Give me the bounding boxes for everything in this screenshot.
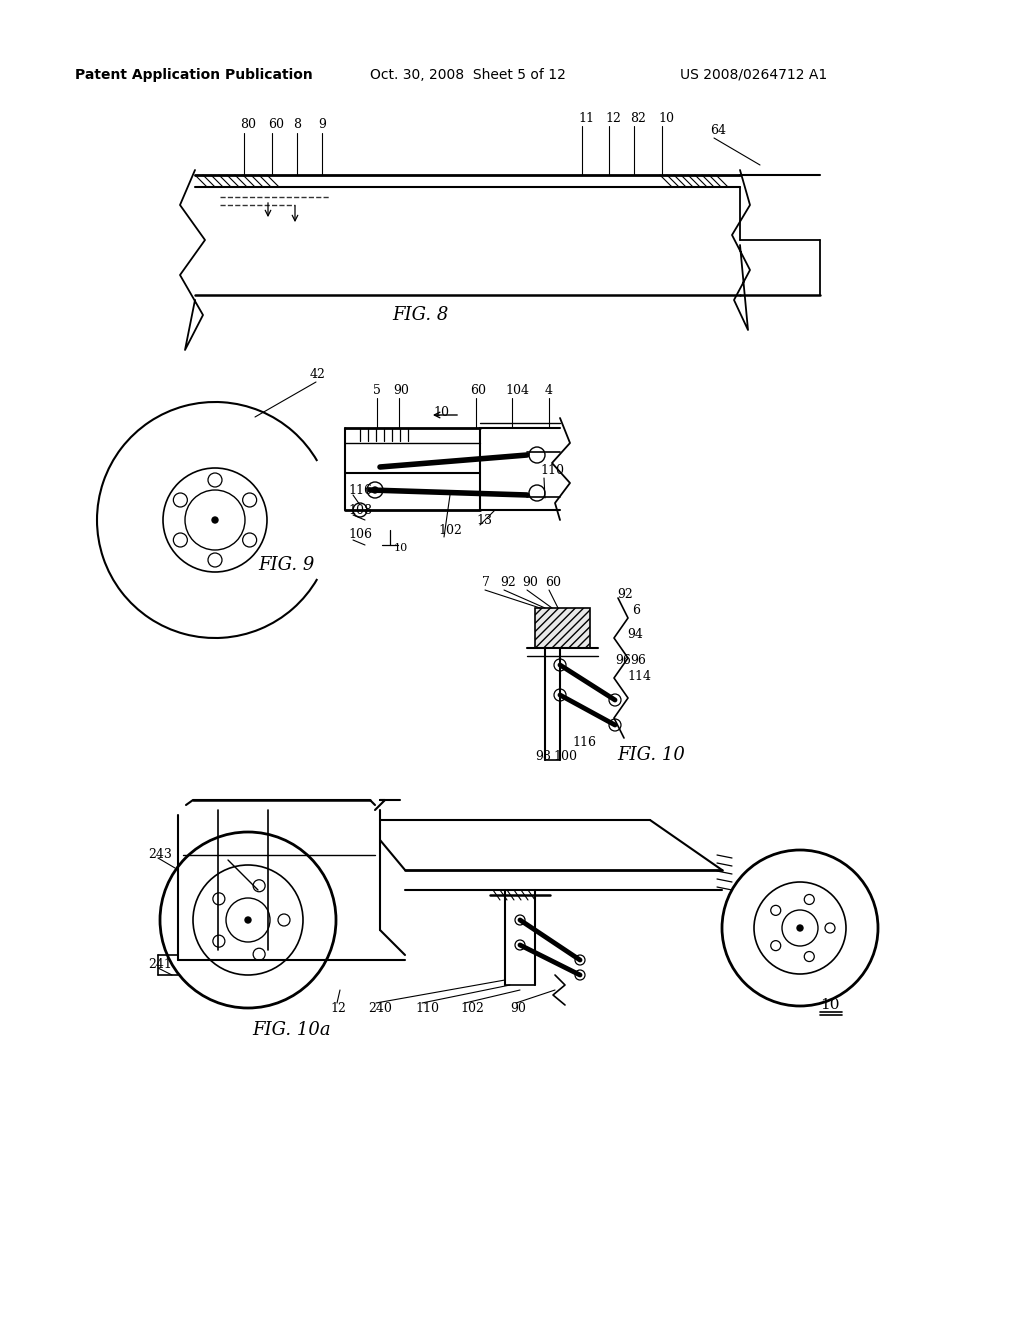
Text: 7: 7 — [482, 577, 489, 590]
Text: 116: 116 — [348, 483, 372, 496]
Text: 114: 114 — [627, 671, 651, 684]
Text: 12: 12 — [605, 111, 621, 124]
Text: 60: 60 — [545, 577, 561, 590]
Text: 8: 8 — [293, 119, 301, 132]
Text: 13: 13 — [476, 513, 492, 527]
Text: 12: 12 — [330, 1002, 346, 1015]
Text: 106: 106 — [348, 528, 372, 541]
Text: 9: 9 — [318, 119, 326, 132]
Text: FIG. 8: FIG. 8 — [392, 306, 449, 323]
Text: 90: 90 — [510, 1002, 526, 1015]
Text: 102: 102 — [438, 524, 462, 536]
Text: 90: 90 — [522, 577, 538, 590]
Text: 10: 10 — [394, 543, 409, 553]
Text: Oct. 30, 2008  Sheet 5 of 12: Oct. 30, 2008 Sheet 5 of 12 — [370, 69, 566, 82]
Text: 82: 82 — [630, 111, 646, 124]
Text: 243: 243 — [148, 849, 172, 862]
Text: 94: 94 — [627, 628, 643, 642]
Text: 10: 10 — [433, 405, 449, 418]
Circle shape — [212, 517, 218, 523]
Text: 108: 108 — [348, 503, 372, 516]
Text: 102: 102 — [460, 1002, 484, 1015]
Text: 11: 11 — [578, 111, 594, 124]
Text: 98: 98 — [535, 751, 551, 763]
Text: 80: 80 — [240, 119, 256, 132]
Text: 60: 60 — [470, 384, 486, 396]
Text: 110: 110 — [415, 1002, 439, 1015]
Text: 90: 90 — [393, 384, 409, 396]
Text: 241: 241 — [148, 958, 172, 972]
Text: 96: 96 — [615, 653, 631, 667]
Text: 10: 10 — [820, 998, 840, 1012]
Text: US 2008/0264712 A1: US 2008/0264712 A1 — [680, 69, 827, 82]
Text: 92: 92 — [500, 577, 516, 590]
Text: 110: 110 — [540, 463, 564, 477]
Text: 92: 92 — [617, 589, 633, 602]
Text: FIG. 9: FIG. 9 — [258, 556, 314, 574]
Text: Patent Application Publication: Patent Application Publication — [75, 69, 312, 82]
Text: 6: 6 — [632, 603, 640, 616]
Text: 10: 10 — [658, 111, 674, 124]
Text: 240: 240 — [368, 1002, 392, 1015]
Text: 104: 104 — [505, 384, 529, 396]
Text: 60: 60 — [268, 119, 284, 132]
Circle shape — [245, 917, 251, 923]
Text: 96: 96 — [630, 653, 646, 667]
Circle shape — [372, 487, 378, 492]
Text: 100: 100 — [553, 751, 577, 763]
Text: FIG. 10a: FIG. 10a — [252, 1020, 331, 1039]
Text: 64: 64 — [710, 124, 726, 136]
Circle shape — [797, 925, 803, 931]
Text: 116: 116 — [572, 737, 596, 750]
Text: FIG. 10: FIG. 10 — [617, 746, 685, 764]
Text: 4: 4 — [545, 384, 553, 396]
Text: 5: 5 — [373, 384, 381, 396]
Text: 42: 42 — [310, 368, 326, 381]
Bar — [535, 609, 590, 648]
